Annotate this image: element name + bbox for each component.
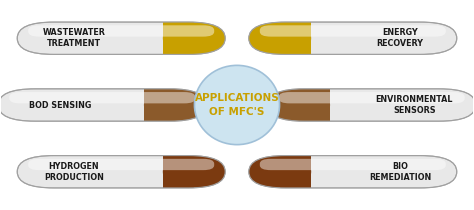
Polygon shape xyxy=(299,89,330,121)
FancyBboxPatch shape xyxy=(249,22,311,54)
FancyBboxPatch shape xyxy=(28,159,214,170)
FancyBboxPatch shape xyxy=(163,22,225,54)
FancyBboxPatch shape xyxy=(268,89,474,121)
FancyBboxPatch shape xyxy=(28,25,214,37)
FancyBboxPatch shape xyxy=(279,92,465,103)
FancyBboxPatch shape xyxy=(17,22,225,54)
Polygon shape xyxy=(144,89,175,121)
FancyBboxPatch shape xyxy=(17,156,225,188)
Text: HYDROGEN
PRODUCTION: HYDROGEN PRODUCTION xyxy=(44,162,104,182)
Ellipse shape xyxy=(194,65,280,145)
Text: WASTEWATER
TREATMENT: WASTEWATER TREATMENT xyxy=(43,28,105,48)
Text: BOD SENSING: BOD SENSING xyxy=(28,101,91,109)
Text: ENVIRONMENTAL
SENSORS: ENVIRONMENTAL SENSORS xyxy=(375,95,453,115)
FancyBboxPatch shape xyxy=(260,159,446,170)
Text: BIO
REMEDIATION: BIO REMEDIATION xyxy=(369,162,431,182)
FancyBboxPatch shape xyxy=(260,25,446,37)
Text: ENERGY
RECOVERY: ENERGY RECOVERY xyxy=(376,28,424,48)
Polygon shape xyxy=(163,156,194,188)
Polygon shape xyxy=(163,22,194,54)
FancyBboxPatch shape xyxy=(9,92,195,103)
FancyBboxPatch shape xyxy=(144,89,206,121)
FancyBboxPatch shape xyxy=(268,89,330,121)
FancyBboxPatch shape xyxy=(163,156,225,188)
FancyBboxPatch shape xyxy=(249,156,311,188)
Polygon shape xyxy=(280,156,311,188)
Polygon shape xyxy=(280,22,311,54)
FancyBboxPatch shape xyxy=(0,89,206,121)
Text: APPLICATIONS
OF MFC'S: APPLICATIONS OF MFC'S xyxy=(195,93,279,117)
FancyBboxPatch shape xyxy=(249,22,457,54)
FancyBboxPatch shape xyxy=(249,156,457,188)
